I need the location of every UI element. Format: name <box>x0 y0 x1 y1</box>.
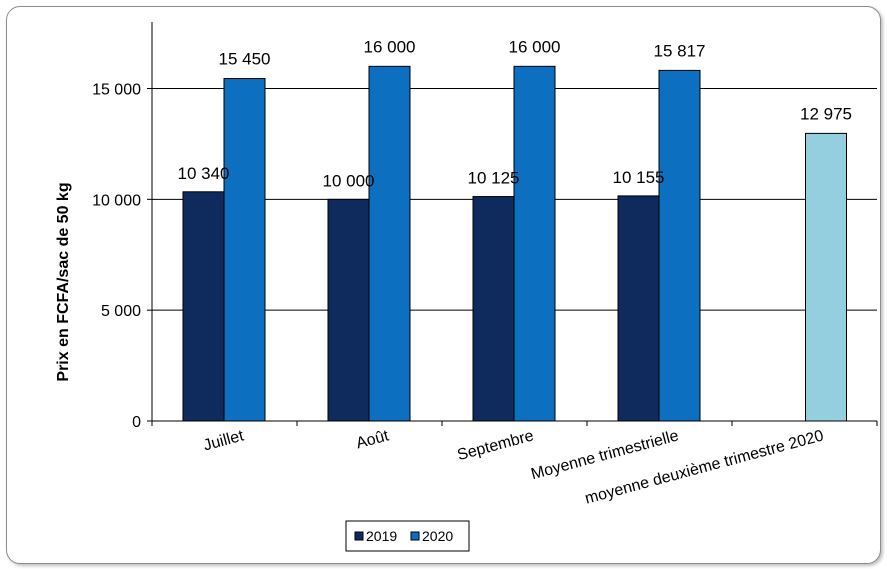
bar <box>658 69 701 422</box>
y-tick-label: 0 <box>132 414 141 431</box>
data-label: 16 000 <box>364 37 416 56</box>
y-tick-label: 5 000 <box>101 303 141 320</box>
axes <box>147 22 878 426</box>
bar <box>472 196 515 422</box>
bar <box>327 198 370 422</box>
data-label: 15 817 <box>654 41 706 60</box>
data-label: 16 000 <box>509 37 561 56</box>
y-tick-labels: 0 5 000 10 000 15 000 <box>92 82 141 432</box>
legend-box <box>345 520 470 552</box>
category-label: moyenne deuxième trimestre 2020 <box>583 427 825 507</box>
data-label: 10 125 <box>468 169 520 188</box>
bars <box>182 65 847 422</box>
data-label: 10 340 <box>178 164 230 183</box>
data-label: 10 155 <box>613 168 665 187</box>
legend-label: 2019 <box>366 528 397 544</box>
bar <box>513 65 556 422</box>
legend: 2019 2020 <box>345 520 470 552</box>
bar <box>182 191 225 422</box>
data-label: 10 000 <box>323 171 375 190</box>
legend-swatch <box>410 531 420 541</box>
data-label: 12 975 <box>800 104 852 123</box>
category-label: Septembre <box>456 427 536 464</box>
bar <box>368 65 411 422</box>
legend-label: 2020 <box>422 528 453 544</box>
y-tick-label: 10 000 <box>92 192 141 209</box>
data-label: 15 450 <box>219 50 271 69</box>
y-axis-label: Prix en FCFA/sac de 50 kg <box>55 182 72 381</box>
y-tick-label: 15 000 <box>92 82 141 99</box>
bar <box>223 78 266 422</box>
bar <box>617 195 660 422</box>
data-labels: 10 340 10 000 10 125 10 155 15 450 16 000 16 0… <box>178 37 853 190</box>
category-label: Juillet <box>202 427 246 454</box>
bar <box>805 132 847 422</box>
category-label: Août <box>354 427 391 452</box>
legend-swatch <box>354 531 364 541</box>
